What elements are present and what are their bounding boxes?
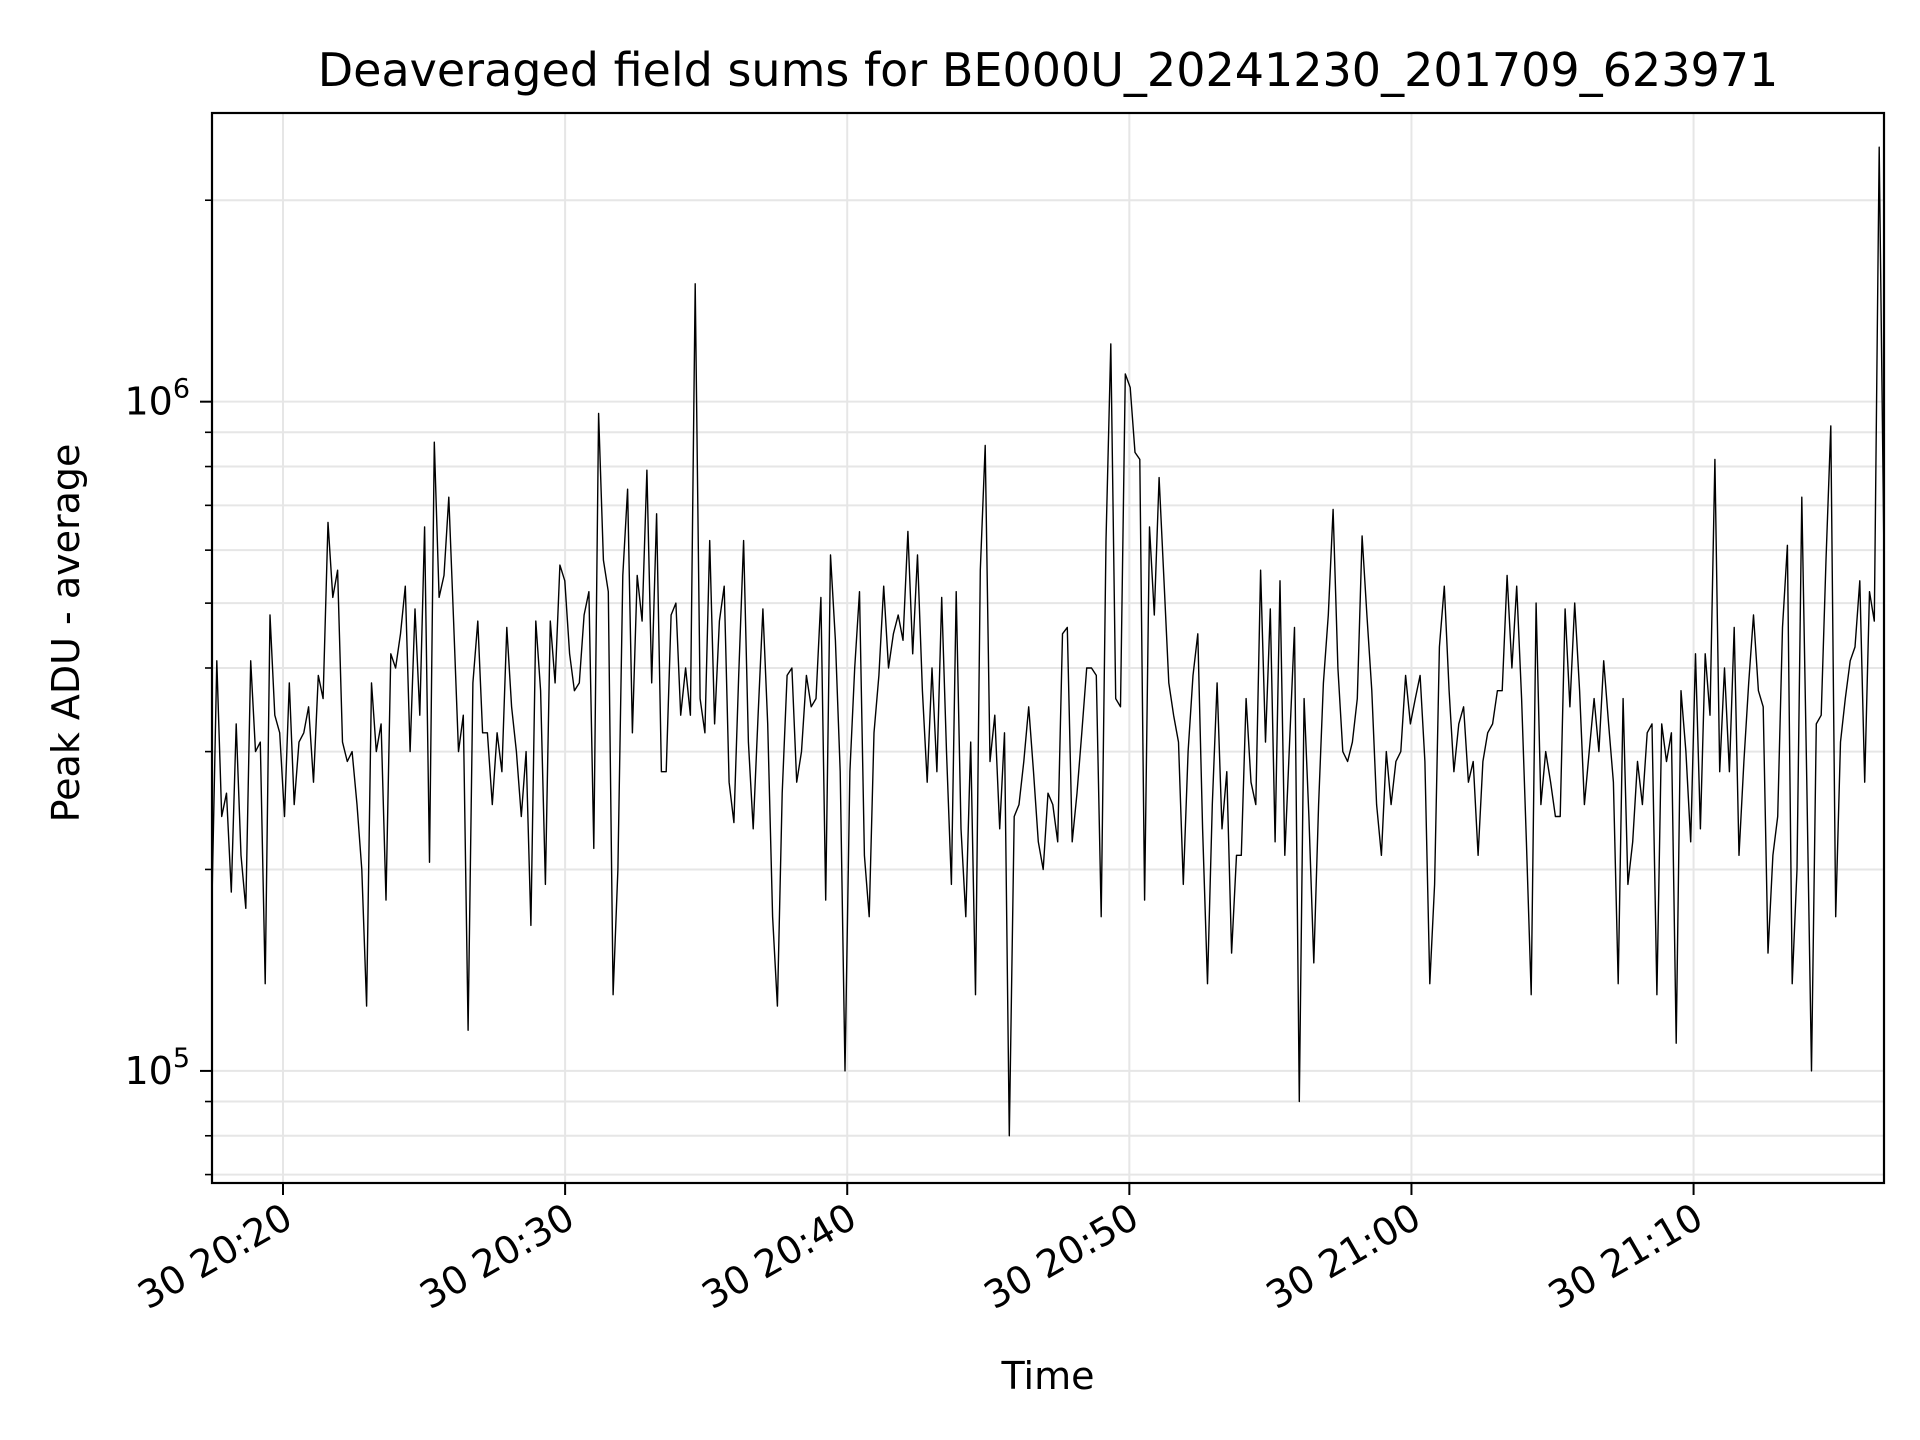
plot-frame [210,111,1886,1185]
plot-area [211,146,1885,1137]
y-axis-label: Peak ADU - average [44,444,88,823]
x-tick-label: 30 20:20 [130,1195,299,1318]
y-tick-label: 105 [124,1043,190,1093]
x-tick-label: 30 20:40 [695,1195,864,1318]
x-tick-label: 30 21:00 [1259,1195,1428,1318]
series-line [211,146,1885,1137]
y-tick-label: 106 [124,374,190,424]
x-axis-label: Time [1001,1354,1095,1398]
x-tick-label: 30 21:10 [1541,1195,1710,1318]
axis-ticks: 105 106 30 20:20 30 20:30 30 20:40 30 20:50 30… [124,199,1710,1318]
x-tick-label: 30 20:50 [977,1195,1146,1318]
chart-title: Deaveraged field sums for BE000U_2024123… [318,43,1779,97]
x-tick-label: 30 20:30 [412,1195,581,1318]
grid [212,113,1884,1183]
